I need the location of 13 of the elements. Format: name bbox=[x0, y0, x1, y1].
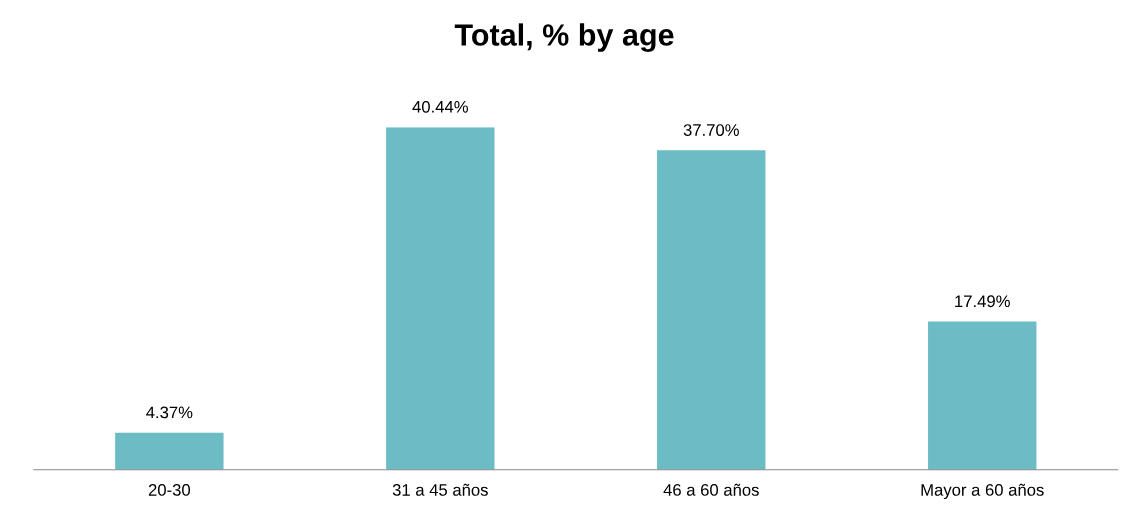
data-label: 40.44% bbox=[412, 100, 468, 113]
bar bbox=[386, 127, 495, 470]
chart-title: Total, % by age bbox=[454, 23, 674, 52]
data-label: 4.37% bbox=[146, 406, 193, 419]
x-tick-label: 31 a 45 años bbox=[392, 483, 488, 496]
data-label: 37.70% bbox=[683, 124, 739, 136]
x-tick-label: Mayor a 60 años bbox=[921, 483, 1044, 500]
bar bbox=[115, 432, 224, 470]
x-tick-label: 20-30 bbox=[148, 484, 191, 496]
x-tick-label: 46 a 60 años bbox=[663, 483, 759, 496]
bar bbox=[928, 321, 1037, 470]
bar bbox=[657, 150, 766, 470]
data-label: 17.49% bbox=[955, 295, 1010, 308]
